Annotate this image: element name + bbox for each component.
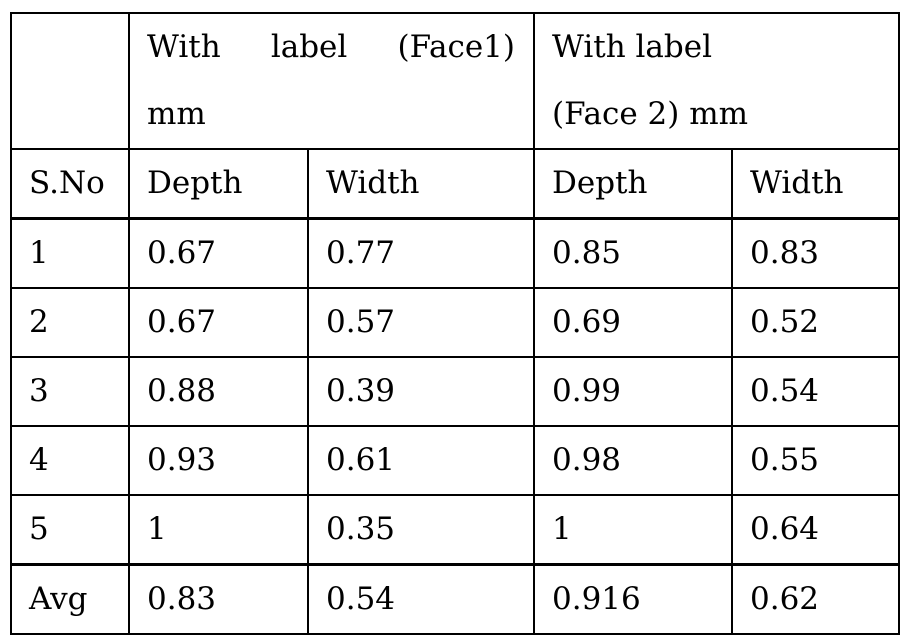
table-cell: 4 [10,425,130,496]
table-cell: 0.54 [730,356,901,427]
table-cell: 1 [128,494,309,566]
average-label: Avg [10,563,130,635]
average-width-face1: 0.54 [307,563,535,635]
corner-cell [10,12,130,150]
header-word: (Face1) [397,29,515,65]
table-cell: 0.39 [307,356,535,427]
group-header-face1-line2: mm [147,96,206,132]
table-cell: 0.88 [128,356,309,427]
average-row: Avg 0.83 0.54 0.916 0.62 [10,563,901,635]
table-cell: 5 [10,494,130,566]
results-table: With label (Face1) mm With label (Face 2… [10,12,901,635]
group-header-face1-line1: With label (Face1) [147,15,532,81]
table-cell: 2 [10,287,130,358]
table-cell: 0.83 [730,217,901,289]
group-header-face1: With label (Face1) mm [128,12,535,150]
table-row: 1 0.67 0.77 0.85 0.83 [10,217,901,289]
table-cell: 0.57 [307,287,535,358]
group-header-face2-line2: (Face 2) mm [552,96,749,132]
average-depth-face1: 0.83 [128,563,309,635]
table-cell: 0.98 [533,425,733,496]
sub-header-row: S.No Depth Width Depth Width [10,148,901,220]
sub-header-depth-face2: Depth [533,148,733,220]
table-cell: 0.67 [128,287,309,358]
table-cell: 0.67 [128,217,309,289]
table-cell: 1 [533,494,733,566]
header-word: label [270,29,348,65]
table-cell: 0.69 [533,287,733,358]
average-depth-face2: 0.916 [533,563,733,635]
sub-header-width-face1: Width [307,148,535,220]
table-cell: 0.99 [533,356,733,427]
group-header-row: With label (Face1) mm With label (Face 2… [10,12,901,150]
sub-header-sno: S.No [10,148,130,220]
table-row: 2 0.67 0.57 0.69 0.52 [10,287,901,358]
group-header-face2: With label (Face 2) mm [532,12,901,150]
table-cell: 0.93 [128,425,309,496]
table-cell: 0.52 [730,287,901,358]
table-cell: 3 [10,356,130,427]
table-cell: 0.35 [307,494,535,566]
sub-header-width-face2: Width [730,148,901,220]
table-row: 4 0.93 0.61 0.98 0.55 [10,425,901,496]
table-cell: 0.61 [307,425,535,496]
header-word: With [147,29,221,65]
table-row: 5 1 0.35 1 0.64 [10,494,901,566]
group-header-face2-line1: With label [552,29,713,65]
table-cell: 0.55 [730,425,901,496]
table-row: 3 0.88 0.39 0.99 0.54 [10,356,901,427]
table-cell: 0.77 [307,217,535,289]
table-cell: 1 [10,217,130,289]
sub-header-depth-face1: Depth [128,148,309,220]
table-cell: 0.85 [533,217,733,289]
table-cell: 0.64 [730,494,901,566]
average-width-face2: 0.62 [730,563,901,635]
